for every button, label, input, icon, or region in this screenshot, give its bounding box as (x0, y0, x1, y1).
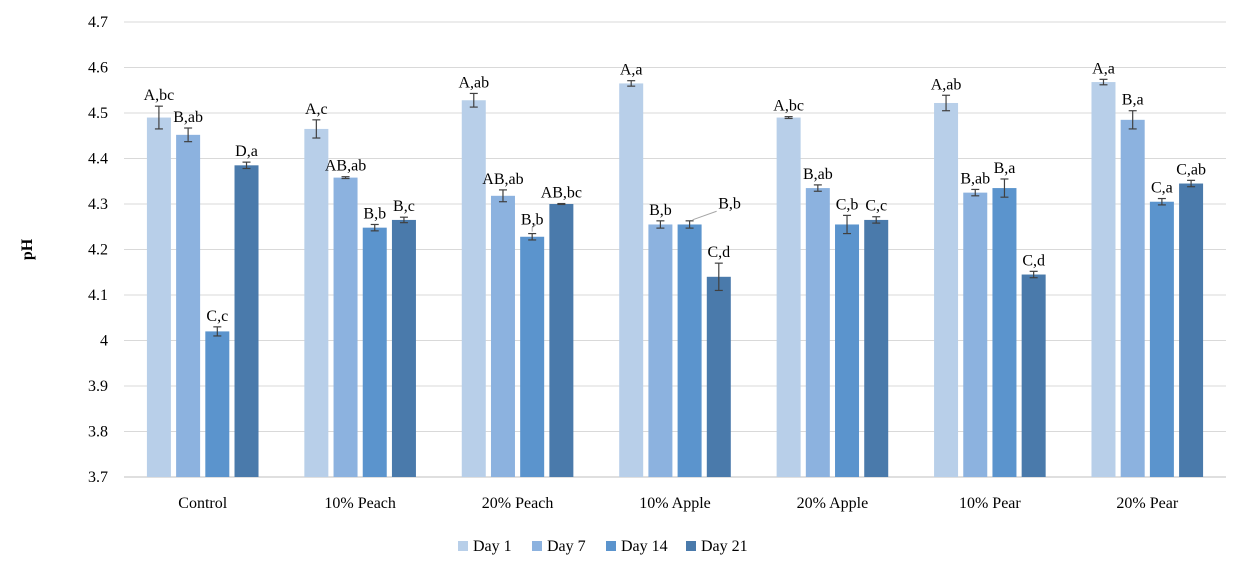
bar (706, 276, 731, 477)
y-tick-label: 3.8 (88, 424, 108, 441)
data-label: B,ab (803, 166, 833, 183)
x-category-label: 10% Pear (959, 495, 1021, 512)
bar (963, 192, 988, 477)
y-axis-label: pH (19, 238, 36, 260)
y-tick-label: 3.7 (88, 469, 108, 486)
legend-label: Day 7 (547, 538, 586, 555)
bar (461, 100, 486, 477)
bar (234, 165, 259, 477)
data-label: A,a (620, 62, 643, 79)
x-category-label: 10% Apple (639, 495, 711, 512)
bar (835, 224, 860, 477)
gridlines (124, 21, 1226, 478)
data-label: B,ab (173, 109, 203, 126)
x-category-label: 20% Pear (1116, 495, 1178, 512)
bars (146, 82, 1204, 478)
legend-swatch (458, 541, 468, 551)
bar (648, 224, 673, 477)
bar (362, 227, 387, 477)
data-label: A,bc (144, 87, 175, 104)
bar (549, 204, 574, 477)
data-label: B,a (1122, 92, 1144, 109)
data-label: AB,bc (541, 185, 582, 202)
bar (490, 195, 515, 477)
x-category-label: 10% Peach (324, 495, 396, 512)
data-label: B,ab (960, 170, 990, 187)
data-label: A,ab (931, 76, 962, 93)
data-label: C,c (865, 198, 887, 215)
bar (333, 177, 358, 478)
data-label: C,c (206, 308, 228, 325)
data-label: C,b (836, 196, 859, 213)
bar (520, 236, 545, 477)
bar (619, 83, 644, 478)
y-tick-label: 4.3 (88, 196, 108, 213)
data-label: A,ab (458, 74, 489, 91)
bar (1091, 82, 1116, 477)
data-label: B,b (521, 211, 544, 228)
y-tick-label: 4 (100, 333, 108, 350)
y-tick-label: 4.1 (88, 287, 108, 304)
error-bars (154, 78, 1196, 337)
bar (391, 219, 416, 478)
bar (205, 331, 230, 477)
data-label: AB,ab (482, 171, 523, 188)
data-label: C,d (1022, 252, 1045, 269)
data-label: A,c (305, 101, 328, 118)
data-label: C,ab (1176, 161, 1206, 178)
bar (805, 188, 830, 477)
bar (1021, 274, 1046, 477)
legend-label: Day 14 (621, 538, 668, 555)
legend-swatch (532, 541, 542, 551)
y-tick-label: 3.9 (88, 378, 108, 395)
y-tick-label: 4.6 (88, 60, 108, 77)
data-label: AB,ab (325, 158, 366, 175)
y-tick-label: 4.5 (88, 105, 108, 122)
x-category-label: Control (178, 495, 227, 512)
data-label: C,a (1151, 180, 1173, 197)
data-label: B,a (994, 160, 1016, 177)
legend: Day 1 Day 7 Day 14 Day 21 (458, 538, 748, 555)
bar (864, 219, 889, 478)
legend-label: Day 1 (473, 538, 512, 555)
y-tick-label: 4.7 (88, 14, 108, 31)
legend-swatch (606, 541, 616, 551)
data-label: A,a (1092, 60, 1115, 77)
legend-label: Day 21 (701, 538, 748, 555)
data-label: C,d (707, 244, 730, 261)
bar (992, 188, 1017, 477)
leader-line (531, 224, 537, 232)
data-label: D,a (235, 143, 258, 160)
x-category-label: 20% Apple (797, 495, 869, 512)
axes: 3.7 3.8 3.9 4 4.1 4.2 4.3 4.4 4.5 4.6 4.7 Control 10… (88, 14, 1179, 512)
data-label: B,b (718, 196, 741, 213)
legend-swatch (686, 541, 696, 551)
leader-line (692, 210, 717, 221)
data-label: B,b (649, 202, 672, 219)
x-category-label: 20% Peach (482, 495, 554, 512)
bar (934, 102, 959, 478)
bar (1149, 201, 1174, 477)
bar (1120, 119, 1145, 477)
bar (176, 134, 201, 477)
data-label: B,b (363, 205, 386, 222)
y-tick-label: 4.2 (88, 242, 108, 259)
bar (677, 224, 702, 477)
bar (776, 117, 801, 478)
data-label: A,bc (773, 98, 804, 115)
data-labels: A,bc B,ab C,c D,a A,c AB,ab B,b B,c A,ab AB,ab B,b… (144, 60, 1206, 325)
bar (304, 128, 329, 478)
bar (1179, 183, 1204, 477)
y-tick-label: 4.4 (88, 151, 108, 168)
data-label: B,c (393, 198, 415, 215)
bar (146, 117, 171, 478)
